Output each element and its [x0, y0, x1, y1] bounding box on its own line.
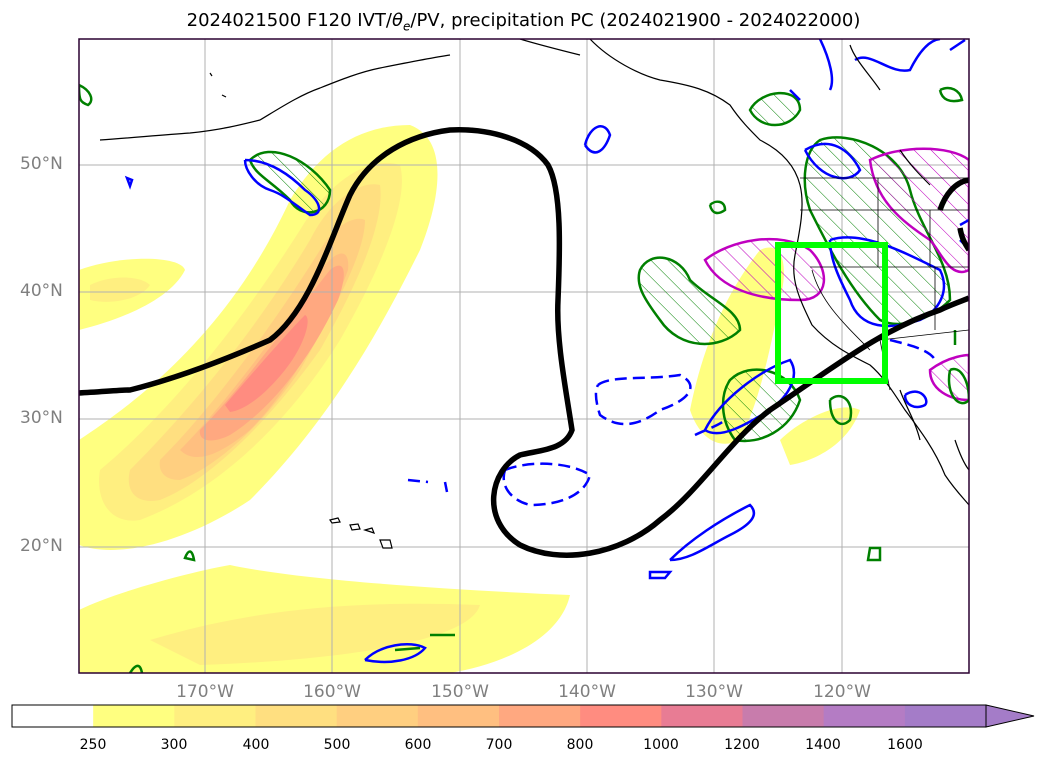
pv-contour-black — [79, 127, 969, 558]
lon-label-140w: 140°W — [558, 682, 616, 702]
colorbar-cell — [12, 705, 94, 727]
blue-dashed-contours — [407, 338, 937, 507]
region-box — [775, 242, 888, 384]
colorbar-cell — [499, 705, 581, 727]
colorbar-label: 250 — [79, 737, 107, 753]
lon-label-150w: 150°W — [431, 682, 489, 702]
lon-label-120w: 120°W — [813, 682, 871, 702]
pv-contour-black-ne — [937, 177, 969, 211]
colorbar-label: 1600 — [887, 737, 923, 753]
colorbar-cell — [174, 705, 256, 727]
colorbar-cell — [417, 705, 500, 727]
colorbar-extend-arrow — [985, 704, 1035, 728]
green-contours — [79, 83, 969, 673]
colorbar-label: 500 — [323, 737, 351, 753]
colorbar-cell — [93, 705, 175, 727]
colorbar-cell — [336, 705, 419, 727]
colorbar-cell — [661, 705, 743, 727]
colorbar-label: 400 — [242, 737, 270, 753]
colorbar-cell — [580, 705, 662, 727]
colorbar-cell — [255, 705, 338, 727]
coastlines — [99, 39, 969, 506]
colorbar-label: 1000 — [643, 737, 679, 753]
colorbar-cell — [742, 705, 825, 727]
map-title: 2024021500 F120 IVT/θe/PV, precipitation… — [186, 10, 861, 34]
lon-label-160w: 160°W — [303, 682, 361, 702]
lat-label-50n: 50°N — [20, 154, 63, 174]
colorbar-label: 300 — [160, 737, 188, 753]
map-layers — [79, 39, 969, 673]
colorbar-label: 1400 — [805, 737, 841, 753]
colorbar-label: 800 — [566, 737, 594, 753]
lat-label-40n: 40°N — [20, 281, 63, 301]
colorbar — [11, 704, 1035, 728]
state-borders — [800, 177, 969, 391]
colorbar-cell — [823, 705, 906, 727]
map-frame — [78, 38, 970, 674]
lat-label-30n: 30°N — [20, 408, 63, 428]
lon-label-170w: 170°W — [176, 682, 234, 702]
precip-hatching — [248, 91, 969, 443]
lat-label-20n: 20°N — [20, 536, 63, 556]
hawaii-islands — [329, 517, 393, 549]
colorbar-label: 700 — [485, 737, 513, 753]
pv-contour-black-e — [957, 227, 969, 252]
lon-label-130w: 130°W — [685, 682, 743, 702]
colorbar-label: 1200 — [724, 737, 760, 753]
colorbar-label: 600 — [404, 737, 432, 753]
colorbar-frame — [11, 704, 987, 728]
colorbar-cell — [904, 705, 987, 727]
